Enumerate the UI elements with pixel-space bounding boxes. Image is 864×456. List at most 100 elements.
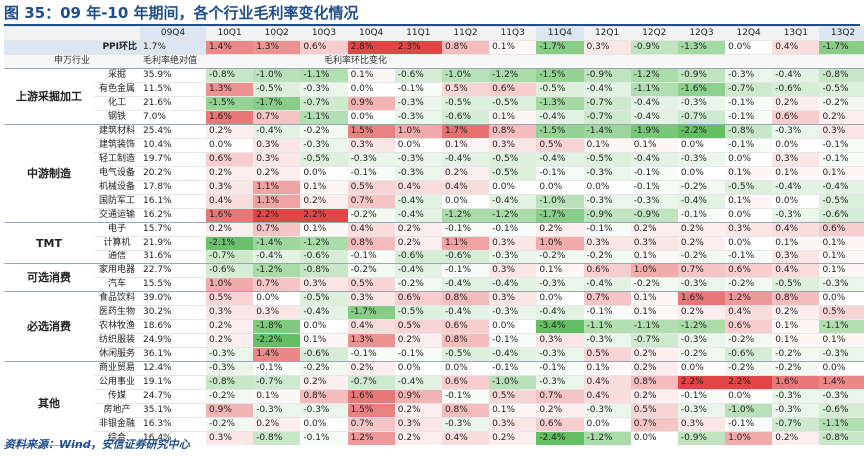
margin-change-cell: -0.7%: [347, 375, 395, 390]
margin-change-cell: -0.3%: [300, 81, 348, 97]
margin-change-cell: -1.3%: [536, 95, 584, 111]
margin-change-cell: -1.4%: [253, 235, 301, 250]
margin-change-cell: -0.8%: [819, 431, 864, 446]
margin-change-cell: 0.0%: [725, 389, 773, 404]
margin-change-cell: -0.9%: [677, 431, 726, 446]
margin-change-cell: 0.0%: [725, 151, 773, 167]
source-note: 资料来源：Wind，安信证券研究中心: [4, 438, 190, 451]
margin-change-cell: -0.3%: [300, 137, 348, 153]
margin-change-cell: -0.7%: [630, 333, 678, 348]
margin-change-cell: 1.5%: [347, 403, 395, 418]
margin-change-cell: 0.6%: [206, 151, 254, 167]
industry-name: 钢铁: [94, 109, 140, 125]
margin-change-cell: -0.4%: [441, 151, 490, 167]
margin-change-cell: 0.0%: [206, 137, 254, 153]
margin-change-cell: -0.1%: [489, 361, 537, 376]
period-header: 11Q3: [489, 26, 537, 41]
margin-change-cell: 2.2%: [300, 207, 348, 223]
margin-change-cell: -0.1%: [677, 389, 726, 404]
margin-change-cell: -0.4%: [536, 151, 584, 167]
margin-change-cell: -0.9%: [677, 67, 726, 83]
margin-change-cell: -0.2%: [677, 347, 726, 362]
margin-change-cell: 1.1%: [441, 235, 490, 250]
margin-change-cell: 0.0%: [536, 291, 584, 306]
margin-change-cell: 0.2%: [677, 235, 726, 250]
margin-change-cell: -0.5%: [725, 179, 773, 195]
title-rule: [4, 24, 860, 26]
period-header: 11Q2: [441, 26, 490, 41]
margin-change-cell: -0.7%: [677, 109, 726, 125]
industry-name: 综合: [94, 431, 140, 446]
industry-name: 建筑装饰: [94, 137, 140, 153]
margin-change-cell: 0.2%: [536, 403, 584, 418]
margin-change-cell: 0.8%: [772, 291, 820, 306]
margin-change-cell: -0.2%: [300, 123, 348, 139]
margin-change-cell: 0.1%: [583, 361, 631, 376]
margin-change-cell: -0.1%: [347, 249, 395, 264]
margin-change-cell: -1.1%: [630, 81, 678, 97]
margin-change-cell: 1.4%: [253, 347, 301, 362]
margin-change-cell: -1.7%: [536, 207, 584, 223]
margin-change-cell: 0.1%: [725, 193, 773, 209]
industry-name: 电气设备: [94, 165, 140, 181]
margin-change-cell: -1.5%: [536, 123, 584, 139]
margin-change-cell: -0.4%: [630, 95, 678, 111]
margin-change-cell: -0.1%: [725, 249, 773, 264]
margin-change-cell: 1.3%: [206, 81, 254, 97]
margin-change-cell: 0.1%: [819, 235, 864, 250]
margin-change-cell: -0.4%: [441, 305, 490, 320]
margin-change-cell: -0.5%: [489, 151, 537, 167]
margin-change-cell: -0.4%: [819, 179, 864, 195]
group-label: 可选消费: [4, 263, 94, 293]
margin-change-cell: 0.4%: [772, 221, 820, 237]
margin-change-cell: -0.8%: [253, 431, 301, 446]
period-header: 13Q1: [772, 26, 820, 41]
gross-margin-abs: 21.6%: [140, 95, 206, 111]
ppi-value: 1.4%: [206, 39, 254, 55]
gross-margin-abs: 10.4%: [140, 137, 206, 153]
margin-change-cell: -0.2%: [725, 361, 773, 376]
margin-change-cell: 0.2%: [347, 361, 395, 376]
margin-change-cell: -0.6%: [819, 403, 864, 418]
margin-change-cell: -0.1%: [819, 137, 864, 153]
period-header: 10Q4: [347, 26, 395, 41]
industry-row: 其他 商业贸易 12.4% -0.3% -0.1% -0.2% 0.2% 0.0% 0.0% -0…: [4, 361, 864, 446]
margin-change-cell: 1.3%: [347, 333, 395, 348]
margin-change-cell: -0.2%: [583, 249, 631, 264]
margin-change-cell: 0.0%: [394, 361, 442, 376]
margin-change-cell: 0.5%: [819, 305, 864, 320]
margin-change-cell: -0.4%: [630, 109, 678, 125]
margin-change-cell: -0.1%: [630, 165, 678, 181]
gross-margin-abs: 36.1%: [140, 347, 206, 362]
margin-change-cell: 0.0%: [630, 431, 678, 446]
ppi-value: 0.1%: [489, 39, 537, 55]
margin-change-cell: 0.2%: [253, 165, 301, 181]
margin-change-cell: 1.6%: [206, 207, 254, 223]
margin-change-cell: 0.2%: [536, 221, 584, 237]
margin-change-cell: -0.6%: [441, 249, 490, 264]
industry-name: 有色金属: [94, 81, 140, 97]
margin-change-cell: 0.2%: [206, 221, 254, 237]
margin-change-cell: -0.1%: [489, 221, 537, 237]
margin-change-cell: -0.5%: [583, 151, 631, 167]
margin-change-cell: -0.3%: [772, 123, 820, 139]
margin-change-cell: -0.3%: [772, 403, 820, 418]
margin-change-cell: -0.3%: [819, 389, 864, 404]
margin-change-cell: 0.0%: [725, 207, 773, 223]
margin-change-cell: -0.1%: [819, 151, 864, 167]
industry-row: 计算机 21.9% -2.1% -1.4% -1.2% 0.8% 0.2% 1.1% 0.3% 1…: [4, 235, 864, 250]
industry-name: 建筑材料: [94, 123, 140, 139]
industry-row: 可选消费 家用电器 22.7% -0.6% -1.2% -0.8% -0.2% -0.4% -0…: [4, 263, 864, 293]
industry-row: 国防军工 16.1% 0.4% 1.1% 0.2% 0.7% -0.4% 0.0% -0.4% -…: [4, 193, 864, 209]
margin-change-cell: -0.4%: [394, 193, 442, 209]
gross-margin-abs: 16.4%: [140, 431, 206, 446]
margin-change-cell: 2.2%: [725, 375, 773, 390]
margin-change-cell: 0.1%: [772, 319, 820, 334]
margin-change-cell: -0.3%: [725, 67, 773, 83]
margin-change-cell: -0.4%: [677, 193, 726, 209]
industry-row: 建筑装饰 10.4% 0.0% 0.3% -0.3% 0.3% 0.0% 0.1% 0.3% 0.…: [4, 137, 864, 153]
margin-change-cell: 0.3%: [630, 235, 678, 250]
margin-change-cell: -1.1%: [300, 67, 348, 83]
ppi-value: 0.6%: [300, 39, 348, 55]
margin-change-cell: -0.7%: [206, 249, 254, 264]
